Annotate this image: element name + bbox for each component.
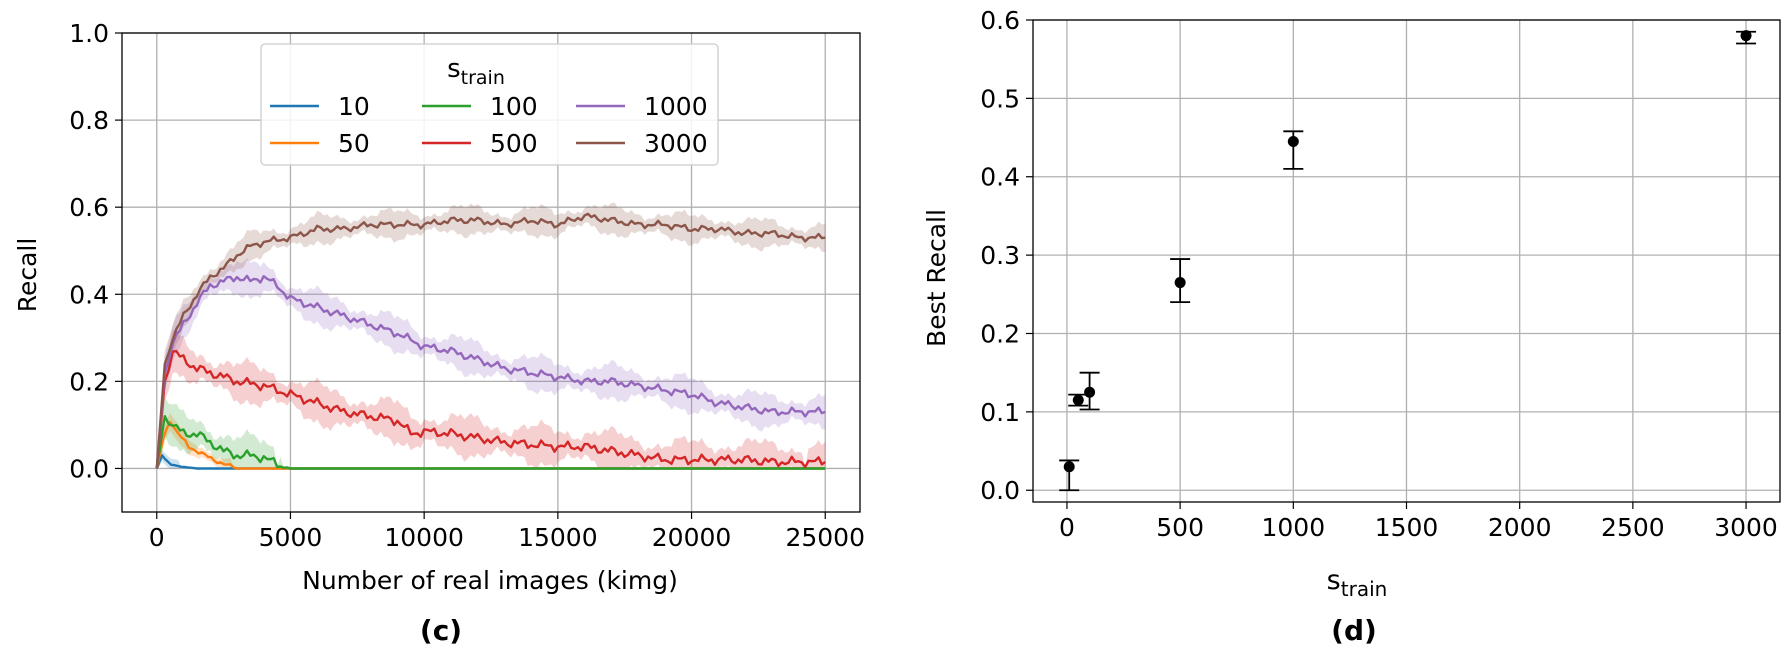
x-tick-label: 2500: [1601, 513, 1665, 542]
y-axis-label: Best Recall: [922, 209, 951, 347]
data-point: [1283, 130, 1304, 170]
legend-box: [260, 43, 719, 166]
x-axis-label: strain: [1327, 565, 1388, 601]
x-ticks: 0 500 1000 1500 2000 2500 3000: [1059, 502, 1778, 542]
series-3000-line: [155, 212, 826, 469]
series-1000-line: [155, 274, 826, 469]
grid: [1033, 19, 1780, 502]
point-marker: [1287, 135, 1299, 147]
recall-vs-kimg-panel: 0 5000 10000 15000 20000 25000 0.00.20.40.60.…: [13, 19, 865, 647]
series-100-band: [156, 397, 826, 469]
legend-label-10: 10: [338, 92, 370, 121]
x-axis-label-main: s: [1327, 565, 1341, 596]
x-axis-label: Number of real images (kimg): [302, 566, 678, 595]
data-point: [1059, 459, 1080, 492]
series-3000-band: [156, 202, 826, 469]
legend-label-50: 50: [338, 129, 370, 158]
point-marker: [1072, 394, 1084, 406]
x-tick-label: 10000: [384, 523, 464, 552]
y-tick-label: 0.2: [980, 319, 1020, 348]
panel-label-d: (d): [1331, 614, 1377, 647]
x-tick-label: 1000: [1262, 513, 1326, 542]
data-point: [1170, 258, 1191, 304]
data-point: [1736, 30, 1757, 45]
y-tick-label: 0.6: [980, 6, 1020, 35]
y-axis-label: Recall: [13, 238, 42, 313]
x-tick-label: 500: [1156, 513, 1204, 542]
legend-label-1000: 1000: [644, 92, 708, 121]
panel-label-c: (c): [420, 614, 462, 647]
legend-title: strain: [447, 54, 505, 89]
x-tick-label: 0: [1059, 513, 1075, 542]
x-tick-label: 5000: [259, 523, 323, 552]
plot-frame: [121, 32, 861, 513]
y-ticks: 0.0 0.1 0.2 0.3 0.4 0.5 0.6: [980, 6, 1033, 505]
legend-label-100: 100: [490, 92, 538, 121]
y-tick-label: 0.4: [69, 280, 109, 309]
x-tick-label: 20000: [652, 523, 732, 552]
point-marker: [1063, 461, 1075, 473]
y-tick-label: 0.8: [69, 106, 109, 135]
data-point: [1079, 371, 1100, 411]
series-100-line: [155, 415, 826, 470]
x-tick-label: 25000: [785, 523, 865, 552]
y-tick-label: 0.5: [980, 84, 1020, 113]
legend-title-main: s: [447, 54, 461, 84]
y-tick-label: 0.2: [69, 367, 109, 396]
y-tick-label: 1.0: [69, 19, 109, 48]
y-tick-label: 0.1: [980, 398, 1020, 427]
x-tick-label: 2000: [1488, 513, 1552, 542]
x-tick-label: 0: [149, 523, 165, 552]
legend: strain 10 50 100 500 1000 3000: [260, 43, 719, 166]
legend-label-3000: 3000: [644, 129, 708, 158]
y-tick-label: 0.3: [980, 241, 1020, 270]
y-tick-label: 0.6: [69, 193, 109, 222]
data-points: [1059, 30, 1757, 492]
legend-items: 10 50 100 500 1000 3000: [270, 92, 708, 158]
y-tick-label: 0.0: [69, 454, 109, 483]
y-ticks: 0.0 0.2 0.4 0.6 0.8 1.0: [69, 19, 122, 483]
point-marker: [1084, 386, 1096, 398]
y-tick-label: 0.4: [980, 163, 1020, 192]
point-marker: [1174, 277, 1186, 289]
y-tick-label: 0.0: [980, 476, 1020, 505]
data-point: [1068, 393, 1089, 407]
x-axis-label-sub: train: [1341, 577, 1388, 601]
point-marker: [1740, 30, 1752, 42]
series-500-line: [155, 349, 826, 469]
legend-label-500: 500: [490, 129, 538, 158]
x-tick-label: 15000: [518, 523, 598, 552]
x-ticks: 0 5000 10000 15000 20000 25000: [149, 512, 865, 552]
x-tick-label: 1500: [1375, 513, 1439, 542]
x-tick-label: 3000: [1714, 513, 1778, 542]
series-500-band: [156, 329, 826, 469]
best-recall-vs-strain-panel: 0 500 1000 1500 2000 2500 3000 0.0 0.1 0.2 0.3 0.4…: [922, 6, 1781, 647]
legend-title-sub: train: [461, 67, 505, 89]
series-lines: [155, 212, 826, 470]
